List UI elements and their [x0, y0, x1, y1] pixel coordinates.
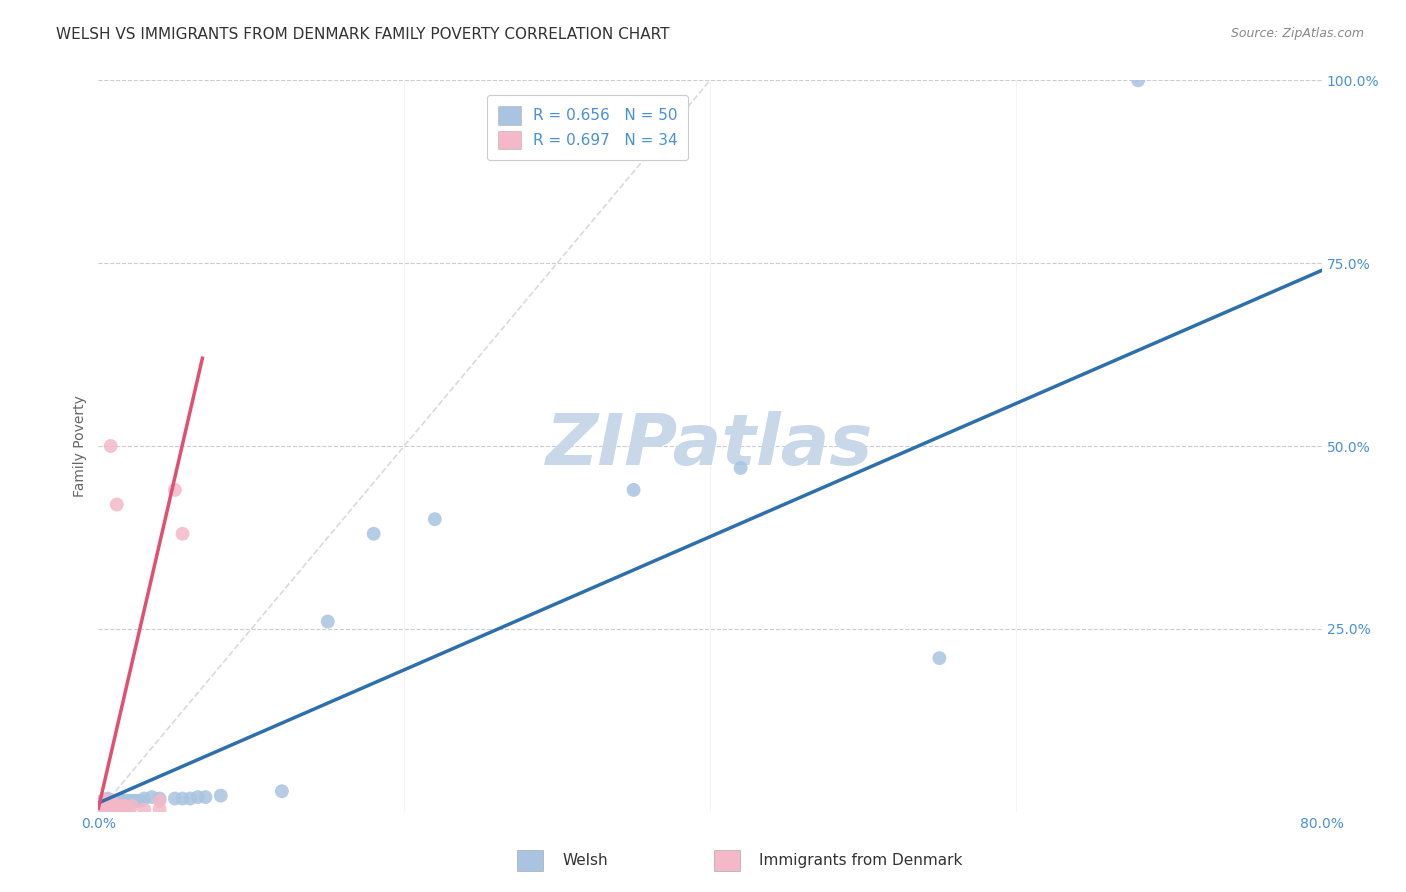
Point: [623, 483, 645, 497]
Point: [124, 794, 146, 808]
Point: [104, 794, 127, 808]
Point: [423, 512, 446, 526]
Point: [94, 803, 117, 817]
Text: Welsh: Welsh: [562, 854, 607, 868]
Text: ZIPatlas: ZIPatlas: [547, 411, 873, 481]
Point: [115, 803, 138, 817]
Point: [141, 790, 163, 805]
Point: [100, 794, 122, 808]
Point: [209, 789, 232, 803]
Point: [90, 797, 112, 812]
Point: [91, 798, 114, 813]
Point: [89, 801, 111, 815]
Point: [121, 798, 143, 813]
Point: [163, 791, 186, 805]
Point: [107, 802, 129, 816]
Point: [187, 790, 209, 805]
Point: [163, 483, 186, 497]
Point: [98, 797, 121, 812]
Point: [172, 791, 194, 805]
Point: [98, 802, 121, 816]
Point: [134, 803, 156, 817]
Point: [91, 796, 114, 810]
Point: [100, 439, 122, 453]
Point: [103, 801, 125, 815]
Point: [97, 797, 120, 812]
Point: [115, 794, 138, 808]
Point: [316, 615, 339, 629]
Point: [97, 801, 120, 815]
Point: [149, 791, 172, 805]
Text: Source: ZipAtlas.com: Source: ZipAtlas.com: [1230, 27, 1364, 40]
Point: [103, 801, 125, 815]
Point: [94, 798, 117, 813]
Point: [100, 797, 122, 812]
Point: [100, 801, 122, 815]
Point: [118, 803, 141, 817]
Point: [149, 803, 172, 817]
Point: [112, 798, 135, 813]
Point: [103, 797, 125, 812]
Legend: R = 0.656   N = 50, R = 0.697   N = 34: R = 0.656 N = 50, R = 0.697 N = 34: [486, 95, 689, 160]
Point: [730, 461, 752, 475]
Point: [110, 803, 132, 817]
Point: [111, 801, 134, 815]
Point: [105, 498, 128, 512]
Point: [172, 526, 194, 541]
Point: [100, 803, 122, 817]
Point: [93, 803, 115, 817]
Point: [118, 794, 141, 808]
Point: [97, 797, 120, 812]
Point: [125, 794, 148, 808]
Point: [270, 784, 292, 798]
Point: [112, 794, 135, 808]
Text: Immigrants from Denmark: Immigrants from Denmark: [759, 854, 963, 868]
Point: [363, 526, 385, 541]
Point: [103, 796, 125, 810]
Point: [94, 798, 117, 813]
Point: [1128, 73, 1150, 87]
Text: WELSH VS IMMIGRANTS FROM DENMARK FAMILY POVERTY CORRELATION CHART: WELSH VS IMMIGRANTS FROM DENMARK FAMILY …: [56, 27, 669, 42]
Point: [108, 798, 131, 813]
Y-axis label: Family Poverty: Family Poverty: [73, 395, 87, 497]
Point: [93, 796, 115, 810]
Point: [90, 803, 112, 817]
Point: [93, 794, 115, 808]
Point: [93, 801, 115, 815]
Point: [108, 797, 131, 812]
Point: [91, 794, 114, 808]
Point: [98, 803, 121, 817]
Point: [107, 794, 129, 808]
Point: [110, 794, 132, 808]
Point: [90, 803, 112, 817]
Point: [97, 801, 120, 815]
Point: [179, 791, 201, 805]
Point: [89, 801, 111, 815]
Point: [107, 803, 129, 817]
Point: [105, 798, 128, 813]
Point: [129, 794, 152, 808]
Point: [134, 791, 156, 805]
Point: [91, 801, 114, 815]
Point: [101, 798, 124, 813]
Point: [101, 794, 124, 808]
Point: [94, 794, 117, 808]
Point: [111, 803, 134, 817]
Point: [94, 794, 117, 808]
Point: [194, 790, 217, 805]
Point: [149, 794, 172, 808]
Point: [98, 797, 121, 812]
Point: [928, 651, 950, 665]
Point: [121, 794, 143, 808]
Point: [97, 791, 120, 805]
Point: [105, 801, 128, 815]
